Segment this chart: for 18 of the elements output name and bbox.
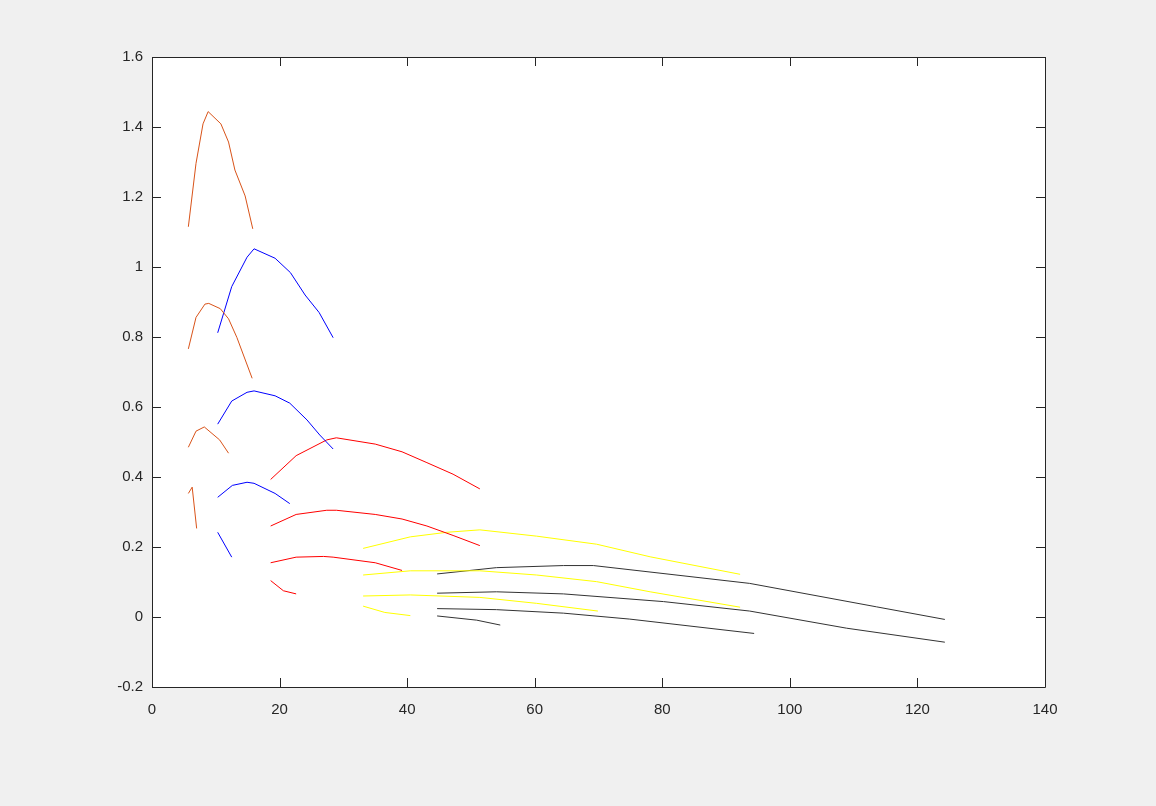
y-tick-label: 1.6 (122, 47, 143, 65)
y-tick-label: 0.4 (122, 467, 143, 485)
y-tick-label: 0.2 (122, 537, 143, 555)
y-tick-label: 1.4 (122, 117, 143, 135)
y-tick-label: 0.8 (122, 327, 143, 345)
x-tick-label: 0 (147, 700, 157, 718)
x-tick-label: 40 (398, 700, 416, 718)
x-tick-label: 140 (1032, 700, 1058, 718)
x-tick-label: 80 (653, 700, 671, 718)
x-tick-label: 120 (904, 700, 930, 718)
x-tick-label: 60 (526, 700, 544, 718)
x-tick-label: 20 (271, 700, 288, 718)
y-tick-label: 0 (134, 607, 143, 625)
y-tick-label: -0.2 (117, 677, 143, 695)
y-tick-label: 0.6 (122, 397, 143, 415)
x-tick-label: 100 (777, 700, 803, 718)
y-tick-label: 1.2 (122, 187, 143, 205)
y-tick-label: 1 (134, 257, 143, 275)
